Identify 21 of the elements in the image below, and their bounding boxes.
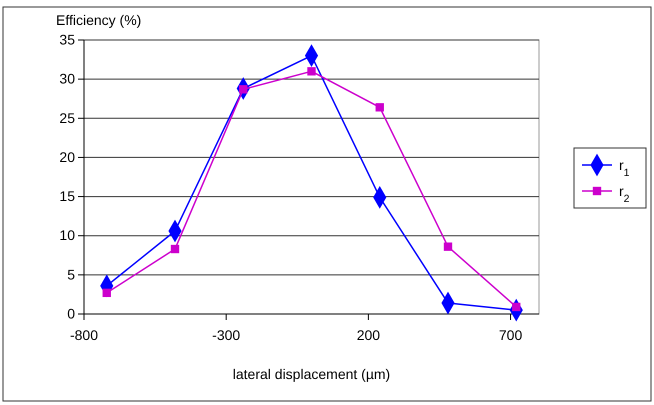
y-axis-title: Efficiency (%) xyxy=(56,12,142,28)
y-tick-label: 20 xyxy=(59,148,76,165)
y-tick-label: 0 xyxy=(67,305,76,322)
y-tick-label: 10 xyxy=(59,227,76,244)
point xyxy=(307,67,316,76)
x-tick-label: -300 xyxy=(212,326,240,343)
y-tick-label: 25 xyxy=(59,110,76,126)
point xyxy=(102,288,111,298)
x-tick-label: 200 xyxy=(356,326,380,343)
point xyxy=(170,244,180,254)
y-tick-label: 30 xyxy=(59,70,76,87)
legend-label: r$_{2}$ xyxy=(619,183,630,205)
x-tick-label: -800 xyxy=(70,326,98,343)
y-tick-label: 5 xyxy=(67,266,76,282)
y-tick-label: 15 xyxy=(59,188,76,204)
x-tick-label: 700 xyxy=(498,326,522,343)
x-axis-title: lateral displacement (µm) xyxy=(232,366,390,382)
point xyxy=(376,103,384,112)
legend-label: r$_{1}$ xyxy=(619,157,630,179)
y-tick-label: 35 xyxy=(59,31,76,48)
point xyxy=(444,242,452,251)
